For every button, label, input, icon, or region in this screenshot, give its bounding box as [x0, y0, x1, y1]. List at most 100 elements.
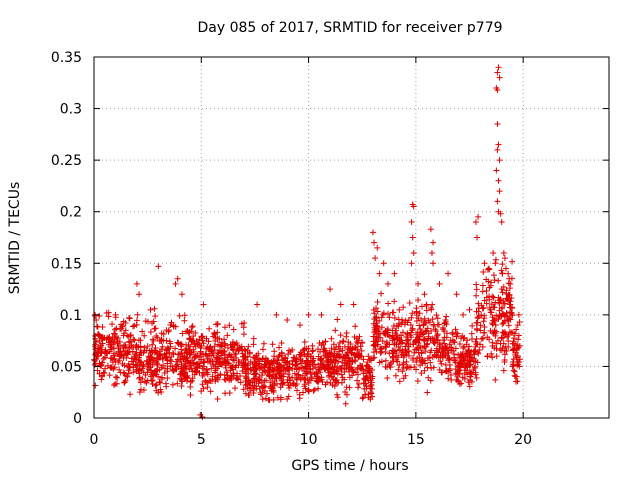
data-point	[281, 354, 288, 361]
data-point	[343, 366, 350, 373]
data-point	[424, 325, 431, 332]
data-point	[417, 329, 424, 336]
data-point	[143, 357, 150, 364]
data-point	[267, 367, 274, 374]
data-point	[493, 328, 500, 335]
data-point	[410, 203, 417, 210]
data-point	[461, 375, 468, 382]
data-point	[494, 198, 501, 205]
data-point	[370, 320, 377, 327]
data-point	[328, 345, 335, 352]
data-point	[335, 365, 342, 372]
data-point	[253, 371, 260, 378]
data-point	[413, 318, 420, 325]
data-point	[349, 372, 356, 379]
data-point	[253, 352, 260, 359]
chart-title: Day 085 of 2017, SRMTID for receiver p77…	[197, 20, 502, 36]
data-point	[108, 346, 115, 353]
data-point	[226, 322, 233, 329]
data-point	[155, 263, 162, 270]
data-point	[177, 365, 184, 372]
data-point	[394, 332, 401, 339]
data-point	[422, 348, 429, 355]
data-point	[147, 356, 154, 363]
data-point	[503, 287, 510, 294]
data-point	[418, 317, 425, 324]
data-point	[221, 358, 228, 365]
data-point	[377, 346, 384, 353]
data-point	[334, 394, 341, 401]
data-point	[447, 371, 454, 378]
data-point	[445, 367, 452, 374]
data-point	[177, 341, 184, 348]
data-point	[410, 249, 417, 256]
data-point	[242, 390, 249, 397]
data-point	[503, 265, 509, 272]
data-point	[226, 390, 233, 397]
data-point	[92, 382, 99, 389]
data-point	[473, 375, 480, 382]
data-point	[126, 364, 133, 371]
data-point	[333, 343, 340, 350]
data-point	[374, 299, 381, 306]
data-point	[361, 385, 368, 392]
data-point	[131, 355, 138, 362]
data-point	[218, 361, 225, 368]
data-point	[433, 333, 440, 340]
data-point	[460, 360, 467, 367]
data-point	[427, 359, 434, 366]
data-point	[320, 352, 327, 359]
data-point	[184, 355, 191, 362]
data-point	[233, 350, 240, 357]
data-point	[238, 320, 245, 327]
data-point	[98, 349, 105, 356]
data-point	[321, 345, 328, 352]
data-point	[427, 226, 434, 233]
data-point	[392, 372, 399, 379]
data-point	[199, 413, 206, 420]
data-point	[411, 364, 418, 371]
data-point	[414, 377, 421, 384]
data-point	[449, 347, 456, 354]
data-point	[205, 338, 212, 345]
data-point	[384, 375, 391, 382]
data-point	[107, 341, 114, 348]
y-tick-labels: 0 0.05 0.1 0.15 0.2 0.25 0.3 0.35	[51, 50, 82, 427]
data-point	[262, 362, 269, 369]
data-point	[216, 347, 223, 354]
data-point	[198, 333, 205, 340]
data-point	[422, 360, 429, 367]
data-point	[164, 365, 171, 372]
data-point	[409, 310, 416, 317]
data-point	[163, 380, 169, 387]
data-point	[435, 321, 442, 328]
data-point	[210, 362, 217, 369]
data-point	[488, 350, 495, 357]
data-point	[445, 357, 452, 364]
data-point	[342, 357, 349, 364]
data-point	[421, 291, 428, 298]
data-point	[383, 344, 390, 351]
data-point	[328, 335, 335, 342]
data-point	[217, 356, 224, 363]
data-point	[437, 341, 444, 348]
data-point	[256, 358, 263, 365]
data-point	[341, 376, 348, 383]
data-point	[418, 350, 425, 357]
data-point	[228, 353, 235, 360]
data-point	[167, 363, 174, 370]
data-point	[155, 373, 162, 380]
data-point	[473, 281, 480, 288]
data-point	[116, 338, 123, 345]
data-point	[273, 380, 280, 387]
data-point	[257, 389, 264, 396]
data-point	[421, 367, 428, 374]
data-point	[104, 350, 111, 357]
data-point	[505, 338, 512, 345]
data-point	[405, 317, 412, 324]
data-point	[105, 335, 112, 342]
data-point	[370, 355, 377, 362]
data-point	[483, 300, 490, 307]
data-point	[499, 289, 506, 296]
